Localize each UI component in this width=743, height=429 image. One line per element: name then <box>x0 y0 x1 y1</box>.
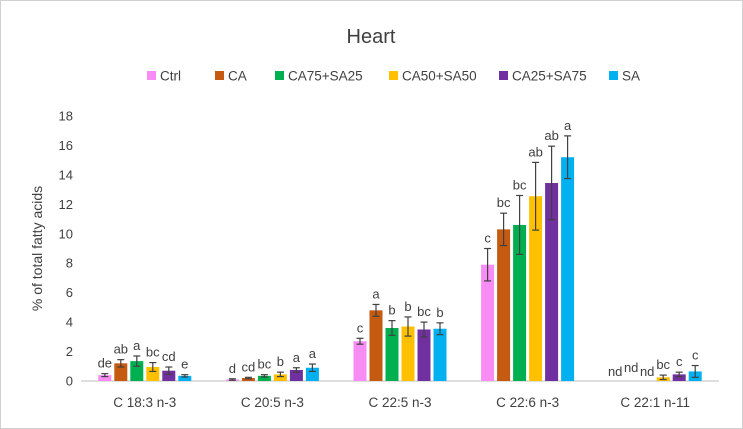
sig-label-2-3: b <box>404 299 411 314</box>
bar-3-1 <box>497 229 511 381</box>
sig-label-0-5: e <box>181 357 188 372</box>
legend-swatch-2 <box>275 71 284 80</box>
bar-0-1 <box>114 363 128 381</box>
x-tick-label-0: C 18:3 n-3 <box>113 395 176 410</box>
y-tick-label-9: 18 <box>59 109 73 124</box>
sig-label-0-0: de <box>98 356 112 371</box>
sig-label-2-0: c <box>357 320 364 335</box>
x-tick-label-1: C 20:5 n-3 <box>241 395 304 410</box>
legend-label-5: SA <box>622 69 640 84</box>
bar-3-0 <box>481 264 495 381</box>
bar-0-5 <box>178 375 192 381</box>
y-axis-title: % of total fatty acids <box>29 186 45 311</box>
sig-label-1-4: a <box>293 350 301 365</box>
legend-swatch-1 <box>215 71 224 80</box>
bar-1-2 <box>257 375 271 381</box>
legend-label-4: CA25+SA75 <box>512 69 587 84</box>
sig-label-1-3: b <box>277 354 284 369</box>
x-tick-label-2: C 22:5 n-3 <box>368 395 431 410</box>
sig-label-4-2: nd <box>640 364 654 379</box>
bar-1-4 <box>289 369 303 381</box>
sig-label-3-5: a <box>564 118 572 133</box>
sig-label-3-1: bc <box>497 195 511 210</box>
sig-label-0-1: ab <box>114 342 128 357</box>
bar-2-0 <box>353 341 367 381</box>
sig-label-2-1: a <box>372 286 380 301</box>
chart-title: Heart <box>347 26 396 48</box>
y-tick-label-5: 10 <box>59 226 73 241</box>
bar-3-2 <box>513 224 527 381</box>
sig-label-2-4: bc <box>417 304 431 319</box>
sig-label-1-5: a <box>309 346 317 361</box>
bar-0-4 <box>162 370 176 381</box>
bar-3-5 <box>561 157 575 381</box>
sig-label-4-5: c <box>692 348 699 363</box>
sig-label-1-2: bc <box>258 357 272 372</box>
sig-label-4-1: nd <box>624 360 638 375</box>
sig-label-3-0: c <box>484 231 491 246</box>
bar-0-3 <box>146 367 160 381</box>
bar-1-3 <box>273 374 287 381</box>
legend-label-3: CA50+SA50 <box>402 69 477 84</box>
bar-2-2 <box>385 328 399 381</box>
y-tick-label-3: 6 <box>66 285 73 300</box>
x-tick-label-3: C 22:6 n-3 <box>496 395 559 410</box>
legend-swatch-3 <box>389 71 398 80</box>
sig-label-0-2: a <box>133 338 141 353</box>
bar-2-3 <box>401 326 415 381</box>
sig-label-0-3: bc <box>146 345 160 360</box>
bar-3-3 <box>529 196 543 381</box>
sig-label-1-0: d <box>229 361 236 376</box>
bar-1-1 <box>241 378 255 381</box>
legend-label-2: CA75+SA25 <box>288 69 363 84</box>
sig-label-2-2: b <box>388 303 395 318</box>
sig-label-3-2: bc <box>513 178 527 193</box>
legend-label-1: CA <box>228 69 247 84</box>
sig-label-1-1: cd <box>242 359 256 374</box>
y-tick-label-8: 16 <box>59 138 73 153</box>
y-tick-label-2: 4 <box>66 315 73 330</box>
y-tick-label-7: 14 <box>59 167 73 182</box>
bar-0-0 <box>98 375 112 381</box>
y-tick-label-1: 2 <box>66 344 73 359</box>
legend-swatch-5 <box>609 71 618 80</box>
bar-2-4 <box>417 329 431 381</box>
y-tick-label-6: 12 <box>59 197 73 212</box>
legend-swatch-0 <box>147 71 156 80</box>
sig-label-4-3: bc <box>656 357 670 372</box>
sig-label-4-4: c <box>676 354 683 369</box>
bar-2-5 <box>433 328 447 381</box>
bar-4-4 <box>672 374 686 381</box>
y-tick-label-4: 8 <box>66 256 73 271</box>
sig-label-3-4: ab <box>544 128 558 143</box>
legend-swatch-4 <box>499 71 508 80</box>
x-tick-label-4: C 22:1 n-11 <box>620 395 690 410</box>
legend-label-0: Ctrl <box>160 69 181 84</box>
bar-2-1 <box>369 310 383 381</box>
sig-label-2-5: b <box>436 305 443 320</box>
sig-label-3-3: ab <box>528 144 542 159</box>
y-tick-label-0: 0 <box>66 374 73 389</box>
bar-3-4 <box>545 182 559 381</box>
sig-label-0-4: cd <box>162 349 176 364</box>
sig-label-4-0: nd <box>608 364 622 379</box>
